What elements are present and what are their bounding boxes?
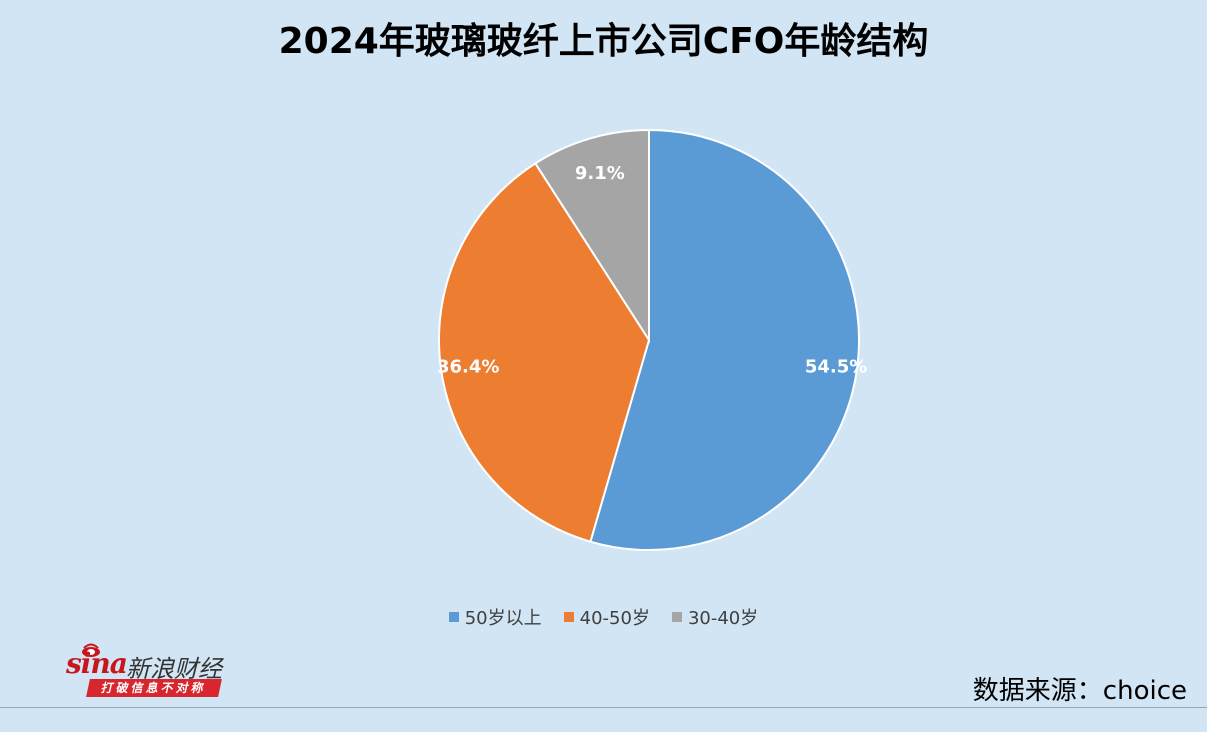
legend-swatch-40-50 bbox=[563, 612, 574, 622]
legend-swatch-50-plus bbox=[448, 612, 459, 622]
chart-legend: 50岁以上 40-50岁 30-40岁 bbox=[0, 604, 1207, 630]
bottom-divider bbox=[0, 707, 1207, 708]
pie-slice-40-50 bbox=[438, 162, 651, 543]
data-label-30-40: 9.1% bbox=[575, 163, 625, 184]
sina-eye-icon bbox=[82, 643, 100, 657]
data-label-50-plus: 54.5% bbox=[805, 357, 867, 378]
legend-item-30-40: 30-40岁 bbox=[671, 604, 759, 630]
chart-title: 2024年玻璃玻纤上市公司CFO年龄结构 bbox=[278, 21, 929, 62]
pie-slice-50-plus bbox=[589, 128, 860, 551]
pie-slice-30-40 bbox=[533, 128, 650, 344]
legend-item-40-50: 40-50岁 bbox=[563, 604, 650, 630]
legend-label-40-50: 40-50岁 bbox=[579, 608, 650, 629]
legend-item-50-plus: 50岁以上 bbox=[448, 604, 542, 630]
data-source: 数据来源：choice bbox=[972, 676, 1187, 706]
data-label-40-50: 36.4% bbox=[437, 356, 499, 377]
sina-finance-name: 新浪财经 bbox=[126, 655, 222, 683]
legend-swatch-30-40 bbox=[671, 612, 682, 622]
sina-slogan-banner: 打破信息不对称 bbox=[86, 679, 222, 697]
sina-wordmark: sina bbox=[66, 647, 128, 680]
legend-label-50-plus: 50岁以上 bbox=[464, 608, 542, 629]
legend-label-30-40: 30-40岁 bbox=[687, 608, 759, 629]
sina-finance-logo: sina 新浪财经 打破信息不对称 bbox=[66, 643, 236, 703]
